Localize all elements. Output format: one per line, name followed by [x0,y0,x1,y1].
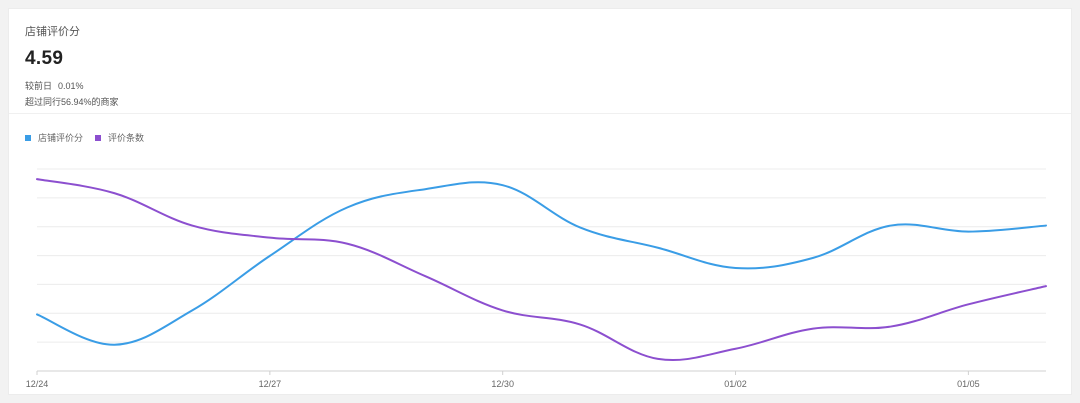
x-tick-label: 01/02 [724,379,747,389]
compare-value: 0.01% [58,81,84,91]
legend-item-score[interactable]: 店铺评价分 [25,131,83,144]
metric-rank: 超过同行56.94%的商家 [25,97,119,107]
legend-item-count[interactable]: 评价条数 [95,131,144,144]
compare-label: 较前日 [25,81,53,91]
x-tick-label: 01/05 [957,379,980,389]
x-tick-label: 12/27 [259,379,282,389]
legend-label-score: 店铺评价分 [38,133,84,143]
x-tick-label: 12/30 [491,379,514,389]
series-line-score[interactable] [36,181,1047,346]
legend-swatch-count [95,134,102,141]
line-chart: 12/24 12/27 12/30 01/02 01/05 [26,168,1047,389]
metric-compare: 较前日 0.01% [25,79,119,92]
chart-card: 店铺评价分 4.59 较前日 0.01% 超过同行56.94%的商家 店铺评价分 … [8,8,1072,395]
metric-value: 4.59 [25,48,64,69]
legend-swatch-score [25,134,31,141]
metric-panel: 店铺评价分 4.59 较前日 0.01% 超过同行56.94%的商家 [25,23,119,108]
series-line-count[interactable] [36,178,1047,361]
chart-legend: 店铺评价分 评价条数 [25,131,156,144]
legend-label-count: 评价条数 [108,133,145,143]
x-tick-label: 12/24 [26,379,49,389]
metric-title: 店铺评价分 [25,26,80,38]
divider [9,113,1071,114]
